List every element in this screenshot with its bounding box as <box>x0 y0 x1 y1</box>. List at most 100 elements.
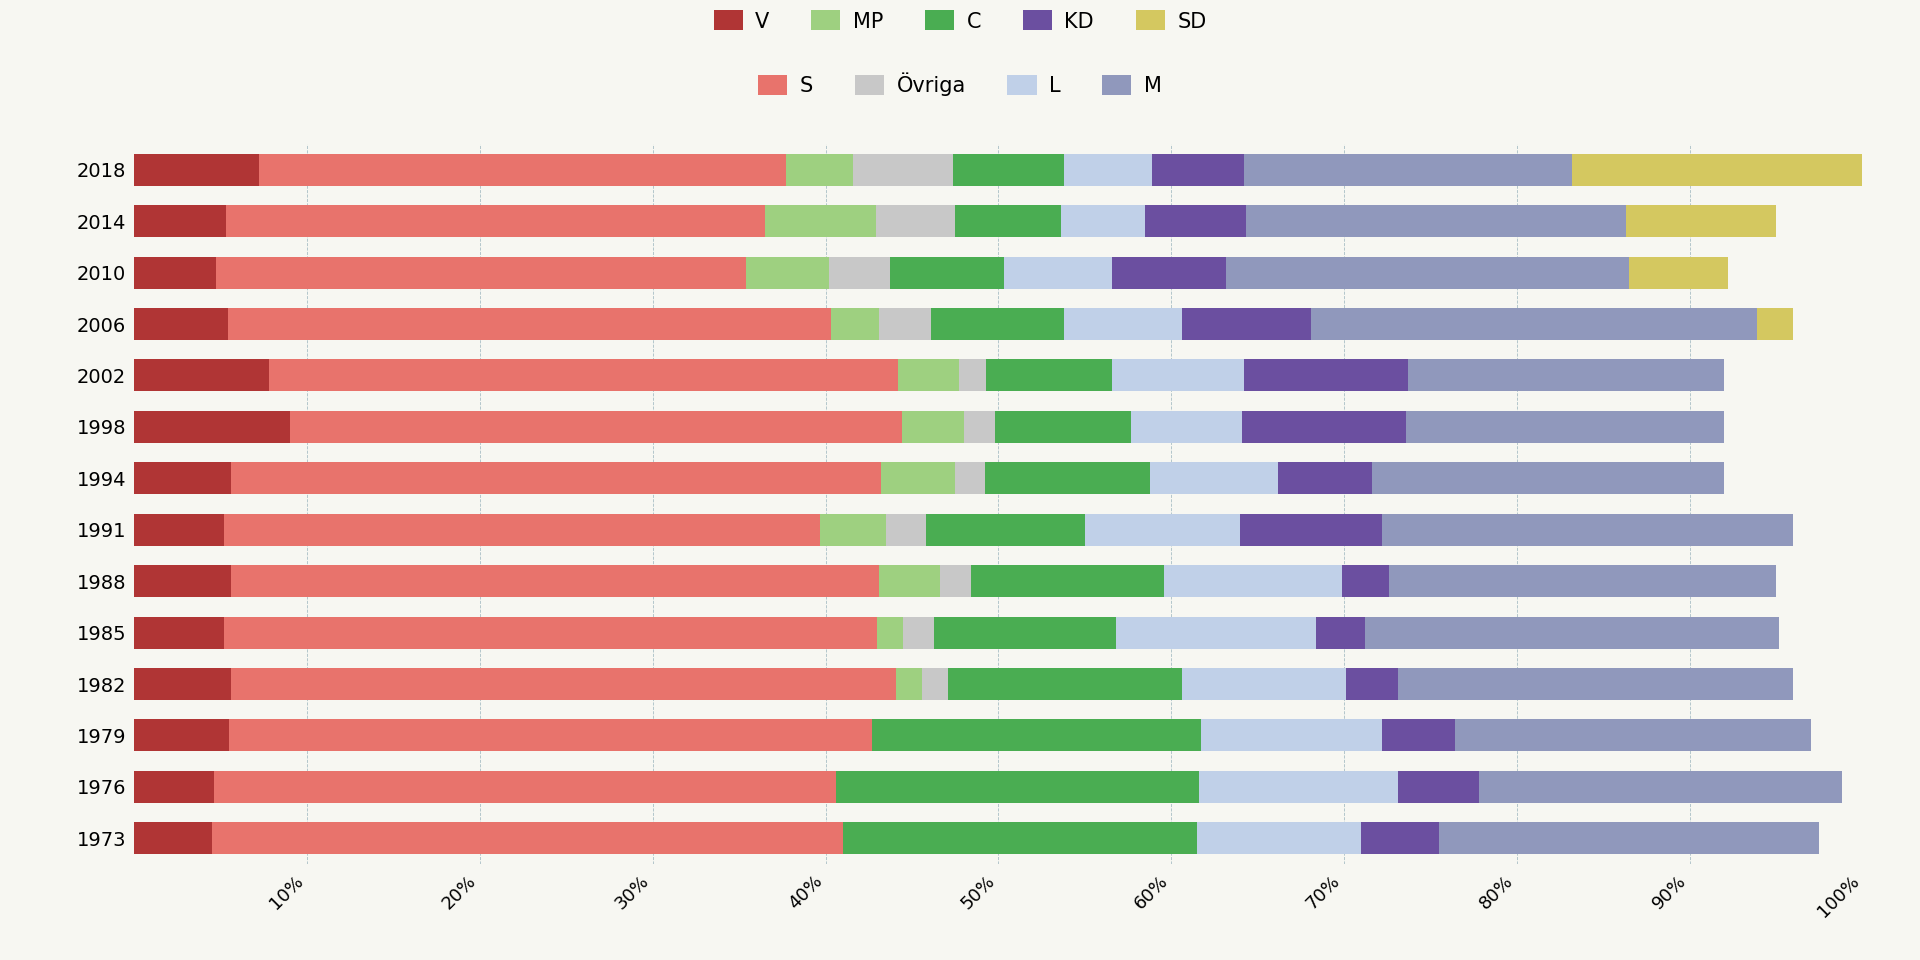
Bar <box>948 668 1181 700</box>
Bar <box>1246 205 1626 237</box>
Bar <box>230 719 872 752</box>
Bar <box>1060 205 1144 237</box>
Bar <box>1112 256 1227 289</box>
Bar <box>290 411 902 443</box>
Bar <box>972 565 1164 597</box>
Bar <box>1244 359 1407 392</box>
Bar <box>228 308 831 340</box>
Bar <box>885 514 925 545</box>
Bar <box>881 463 954 494</box>
Bar <box>1388 565 1776 597</box>
Bar <box>1365 616 1780 649</box>
Bar <box>1279 463 1371 494</box>
Bar <box>1346 668 1398 700</box>
Bar <box>134 411 290 443</box>
Bar <box>1626 205 1776 237</box>
Bar <box>1628 256 1728 289</box>
Bar <box>835 771 1198 803</box>
Bar <box>876 205 954 237</box>
Bar <box>269 359 899 392</box>
Bar <box>134 719 230 752</box>
Bar <box>785 154 852 185</box>
Bar <box>1398 771 1478 803</box>
Bar <box>134 823 211 854</box>
Bar <box>1200 719 1382 752</box>
Bar <box>831 308 879 340</box>
Bar <box>230 463 881 494</box>
Bar <box>215 256 747 289</box>
Bar <box>987 359 1112 392</box>
Bar <box>820 514 885 545</box>
Bar <box>134 256 215 289</box>
Bar <box>902 616 935 649</box>
Bar <box>1405 411 1724 443</box>
Bar <box>227 205 764 237</box>
Bar <box>1150 463 1279 494</box>
Bar <box>1478 771 1841 803</box>
Bar <box>134 463 230 494</box>
Bar <box>1004 256 1112 289</box>
Bar <box>1317 616 1365 649</box>
Bar <box>872 719 1200 752</box>
Bar <box>134 565 230 597</box>
Bar <box>134 308 228 340</box>
Bar <box>877 616 902 649</box>
Bar <box>852 154 954 185</box>
Bar <box>230 668 897 700</box>
Bar <box>954 205 1060 237</box>
Bar <box>134 771 213 803</box>
Bar <box>879 308 931 340</box>
Bar <box>134 668 230 700</box>
Bar <box>985 463 1150 494</box>
Bar <box>829 256 889 289</box>
Bar <box>902 411 964 443</box>
Bar <box>1242 411 1405 443</box>
Bar <box>1440 823 1818 854</box>
Bar <box>897 668 922 700</box>
Bar <box>925 514 1085 545</box>
Bar <box>843 823 1198 854</box>
Bar <box>1164 565 1342 597</box>
Bar <box>954 463 985 494</box>
Bar <box>764 205 876 237</box>
Bar <box>964 411 995 443</box>
Bar <box>259 154 785 185</box>
Bar <box>1085 514 1240 545</box>
Bar <box>225 616 877 649</box>
Bar <box>747 256 829 289</box>
Bar <box>931 308 1064 340</box>
Bar <box>958 359 987 392</box>
Bar <box>935 616 1116 649</box>
Bar <box>134 359 269 392</box>
Bar <box>889 256 1004 289</box>
Bar <box>1064 308 1181 340</box>
Bar <box>1131 411 1242 443</box>
Bar <box>134 205 227 237</box>
Bar <box>1227 256 1628 289</box>
Bar <box>213 771 835 803</box>
Legend: V, MP, C, KD, SD: V, MP, C, KD, SD <box>714 11 1206 32</box>
Bar <box>1181 668 1346 700</box>
Bar <box>225 514 820 545</box>
Bar <box>1382 719 1455 752</box>
Bar <box>1244 154 1572 185</box>
Bar <box>1398 668 1793 700</box>
Bar <box>1198 771 1398 803</box>
Bar <box>134 514 225 545</box>
Bar <box>1116 616 1317 649</box>
Bar <box>1064 154 1152 185</box>
Bar <box>134 154 259 185</box>
Bar <box>995 411 1131 443</box>
Bar <box>1342 565 1388 597</box>
Bar <box>1757 308 1793 340</box>
Bar <box>1152 154 1244 185</box>
Bar <box>899 359 958 392</box>
Bar <box>954 154 1064 185</box>
Bar <box>1311 308 1757 340</box>
Bar <box>922 668 948 700</box>
Bar <box>1371 463 1724 494</box>
Bar <box>1198 823 1361 854</box>
Bar <box>879 565 939 597</box>
Bar <box>1407 359 1724 392</box>
Bar <box>211 823 843 854</box>
